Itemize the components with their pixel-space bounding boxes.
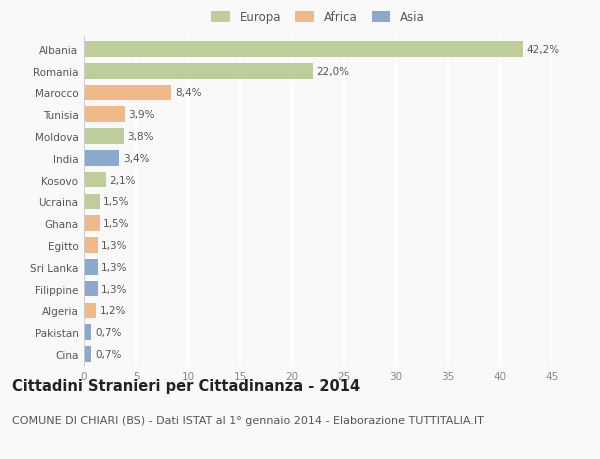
Bar — [84, 259, 98, 275]
Text: 1,3%: 1,3% — [101, 284, 128, 294]
Text: 0,7%: 0,7% — [95, 349, 121, 359]
Text: 42,2%: 42,2% — [527, 45, 560, 55]
Bar — [84, 281, 98, 297]
Legend: Europa, Africa, Asia: Europa, Africa, Asia — [211, 11, 425, 24]
Bar — [84, 325, 91, 340]
Text: 0,7%: 0,7% — [95, 327, 121, 337]
Text: Cittadini Stranieri per Cittadinanza - 2014: Cittadini Stranieri per Cittadinanza - 2… — [12, 379, 360, 394]
Bar — [84, 129, 124, 145]
Text: COMUNE DI CHIARI (BS) - Dati ISTAT al 1° gennaio 2014 - Elaborazione TUTTITALIA.: COMUNE DI CHIARI (BS) - Dati ISTAT al 1°… — [12, 415, 484, 425]
Bar — [84, 42, 523, 57]
Text: 8,4%: 8,4% — [175, 88, 202, 98]
Bar — [84, 173, 106, 188]
Text: 2,1%: 2,1% — [109, 175, 136, 185]
Bar — [84, 64, 313, 79]
Bar — [84, 216, 100, 231]
Bar — [84, 347, 91, 362]
Text: 1,5%: 1,5% — [103, 197, 130, 207]
Text: 3,8%: 3,8% — [127, 132, 154, 142]
Bar — [84, 194, 100, 210]
Text: 1,5%: 1,5% — [103, 218, 130, 229]
Bar — [84, 85, 172, 101]
Text: 1,2%: 1,2% — [100, 306, 127, 316]
Text: 3,4%: 3,4% — [123, 153, 149, 163]
Text: 1,3%: 1,3% — [101, 241, 128, 251]
Bar — [84, 107, 125, 123]
Text: 22,0%: 22,0% — [316, 67, 349, 77]
Bar — [84, 303, 97, 319]
Text: 3,9%: 3,9% — [128, 110, 155, 120]
Bar — [84, 151, 119, 166]
Bar — [84, 238, 98, 253]
Text: 1,3%: 1,3% — [101, 262, 128, 272]
